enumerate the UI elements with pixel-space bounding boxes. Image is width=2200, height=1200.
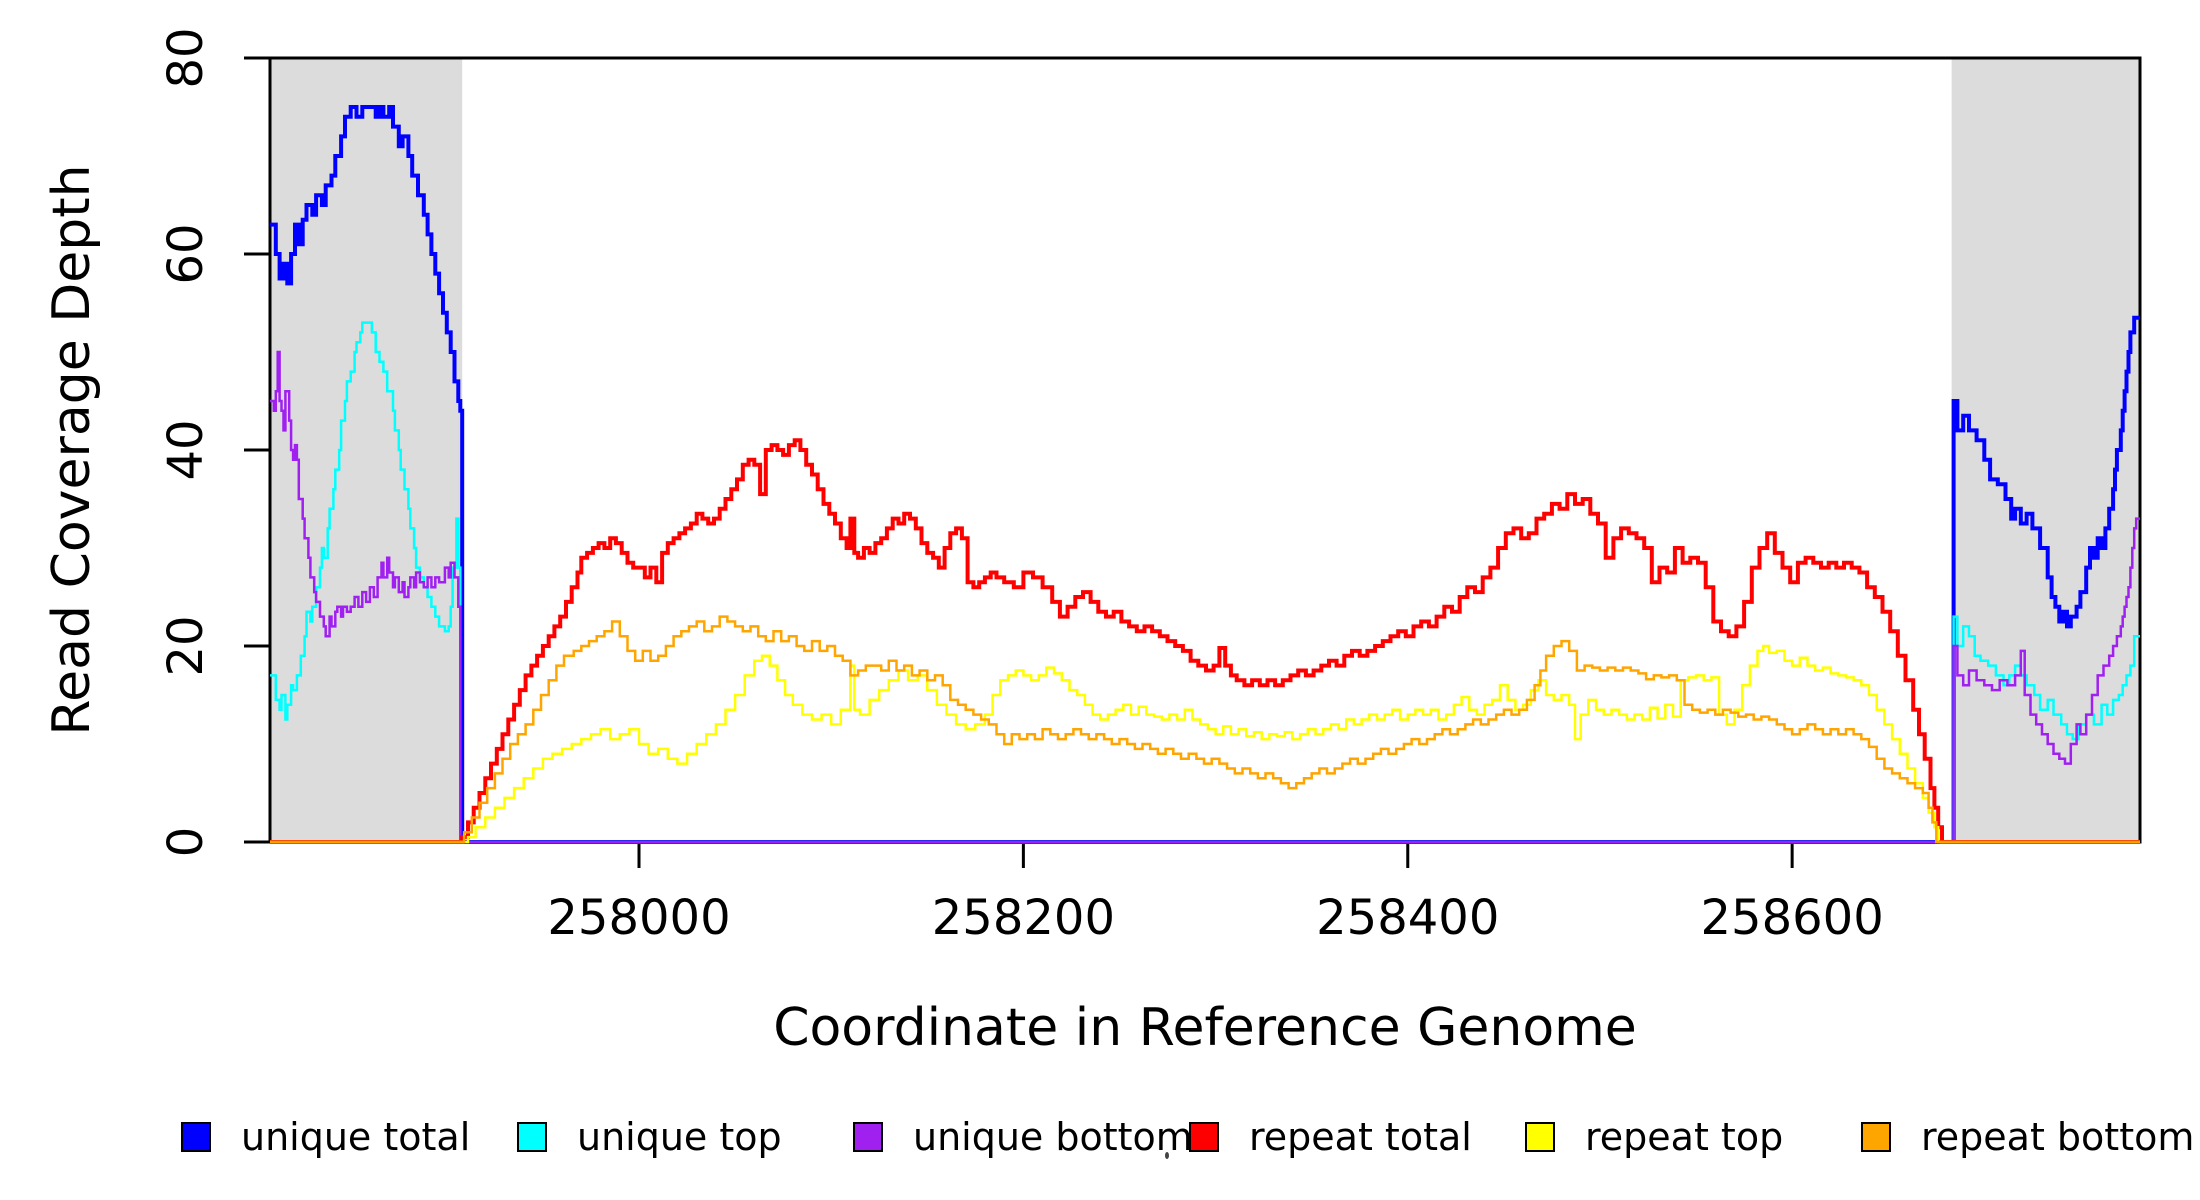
legend-item-repeat-total: repeat total xyxy=(1189,1115,1472,1159)
legend-item-unique-bottom: unique bottom xyxy=(853,1115,1193,1159)
repeat-top-swatch-icon xyxy=(1525,1122,1555,1152)
stray-mark xyxy=(1165,1152,1169,1159)
series-unique-bottom-line xyxy=(270,350,2140,844)
repeat-bottom-swatch-icon xyxy=(1861,1122,1891,1152)
shaded-region-0 xyxy=(270,58,463,842)
shaded-region-1 xyxy=(1951,58,2140,842)
y-tick-label: 0 xyxy=(158,826,214,858)
series-unique-total-line xyxy=(270,105,2140,844)
series-repeat-total-line xyxy=(270,438,2140,844)
legend-label: unique bottom xyxy=(913,1115,1193,1159)
legend-item-unique-total: unique total xyxy=(181,1115,470,1159)
series-repeat-top-line xyxy=(270,644,2140,844)
y-tick-label: 80 xyxy=(158,27,214,89)
y-tick-label: 60 xyxy=(158,223,214,285)
series-unique-top-line xyxy=(270,321,2140,844)
x-tick-label: 258000 xyxy=(547,890,731,946)
y-tick-label: 40 xyxy=(158,419,214,481)
unique-total-swatch-icon xyxy=(181,1122,211,1152)
legend-item-unique-top: unique top xyxy=(517,1115,782,1159)
series-repeat-bottom-line xyxy=(270,615,2140,844)
x-tick-label: 258600 xyxy=(1700,890,1884,946)
legend-item-repeat-bottom: repeat bottom xyxy=(1861,1115,2194,1159)
legend-label: repeat bottom xyxy=(1921,1115,2195,1159)
legend-label: repeat total xyxy=(1249,1115,1472,1159)
x-tick-label: 258200 xyxy=(931,890,1115,946)
x-axis-title: Coordinate in Reference Genome xyxy=(773,998,1637,1058)
x-tick-label: 258400 xyxy=(1316,890,1500,946)
legend-item-repeat-top: repeat top xyxy=(1525,1115,1783,1159)
legend-label: unique total xyxy=(241,1115,471,1159)
axis-ticks xyxy=(244,56,1794,868)
unique-top-swatch-icon xyxy=(517,1122,547,1152)
legend-label: repeat top xyxy=(1585,1115,1784,1159)
repeat-total-swatch-icon xyxy=(1189,1122,1219,1152)
y-axis-title: Read Coverage Depth xyxy=(42,164,102,736)
unique-bottom-swatch-icon xyxy=(853,1122,883,1152)
legend-label: unique top xyxy=(577,1115,782,1159)
y-tick-label: 20 xyxy=(158,615,214,677)
